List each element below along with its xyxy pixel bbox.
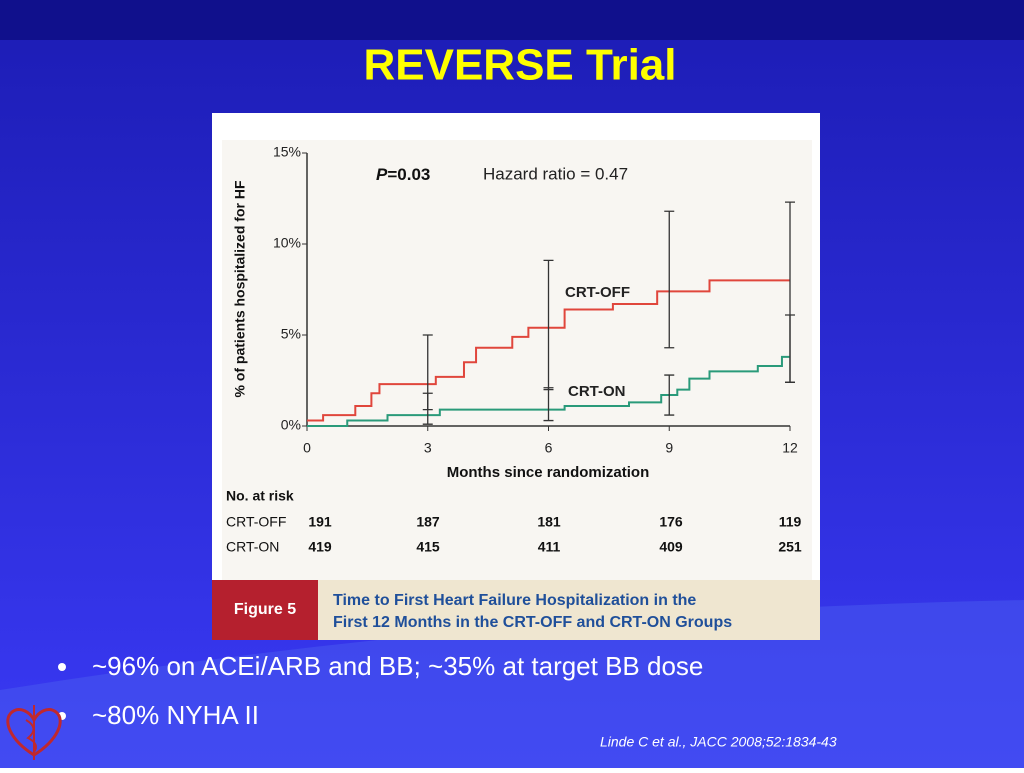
- risk-count: 119: [779, 514, 802, 530]
- figure-label-box: [212, 580, 318, 640]
- figure-bg: [222, 140, 812, 580]
- risk-count: 176: [659, 514, 683, 530]
- risk-count: 415: [416, 539, 440, 555]
- x-axis-label: Months since randomization: [447, 464, 650, 481]
- plot: 0% 5% 10% 15% 0 3 6 9 12 Months since randomizati…: [232, 144, 798, 481]
- annotation-p: P: [376, 165, 388, 184]
- risk-count: 409: [659, 539, 683, 555]
- error-bar: [422, 392, 433, 425]
- bullet: ~80% NYHA II: [92, 700, 259, 730]
- figure-caption: First 12 Months in the CRT-OFF and CRT-O…: [333, 614, 732, 631]
- x-tick-label: 9: [665, 440, 673, 456]
- annotation-p-value: =0.03: [387, 165, 430, 184]
- bullet: ~96% on ACEi/ARB and BB; ~35% at target …: [92, 651, 703, 681]
- logo: [6, 705, 62, 760]
- annotation: Hazard ratio = 0.47: [483, 164, 628, 183]
- risk-count: 191: [308, 514, 332, 530]
- y-tick-label: 10%: [273, 235, 301, 251]
- bullet-dot: [58, 663, 66, 671]
- risk-row-name: CRT-OFF: [226, 514, 286, 530]
- top-band: [0, 0, 1024, 40]
- x-tick-label: 0: [303, 440, 311, 456]
- x-tick-label: 6: [545, 440, 553, 456]
- y-tick-label: 5%: [281, 326, 301, 342]
- y-tick-label: 0%: [281, 417, 301, 433]
- risk-count: 181: [537, 514, 561, 530]
- series-label: CRT-ON: [568, 383, 626, 400]
- error-bar: [543, 387, 554, 422]
- annotation: P=0.03: [376, 165, 430, 184]
- step-line: [307, 355, 790, 427]
- series-label: CRT-OFF: [565, 284, 630, 301]
- risk-count: 251: [778, 539, 802, 555]
- figure-caption: Time to First Heart Failure Hospitalizat…: [333, 592, 696, 609]
- risk-count: 187: [416, 514, 440, 530]
- error-bar: [664, 374, 675, 416]
- slide-title: REVERSE Trial: [363, 41, 676, 90]
- decor-wave: [0, 600, 1024, 768]
- y-axis-label: % of patients hospitalized for HF: [232, 180, 248, 397]
- step-line: [307, 279, 790, 422]
- x-tick-label: 3: [424, 440, 432, 456]
- risk-count: 419: [308, 539, 332, 555]
- y-tick-label: 15%: [273, 144, 301, 160]
- risk-header: No. at risk: [226, 488, 294, 504]
- x-tick-label: 12: [782, 440, 798, 456]
- risk-table: CRT-OFF 191 187 181 176 119 CRT-ON 419 415 411 409…: [226, 514, 802, 555]
- caption-box: [318, 580, 820, 640]
- error-bar: [664, 210, 675, 349]
- citation: Linde C et al., JACC 2008;52:1834-43: [600, 734, 837, 750]
- figure-label: Figure 5: [234, 601, 296, 618]
- risk-count: 411: [538, 539, 561, 555]
- risk-row-name: CRT-ON: [226, 539, 279, 555]
- error-bar: [785, 314, 795, 383]
